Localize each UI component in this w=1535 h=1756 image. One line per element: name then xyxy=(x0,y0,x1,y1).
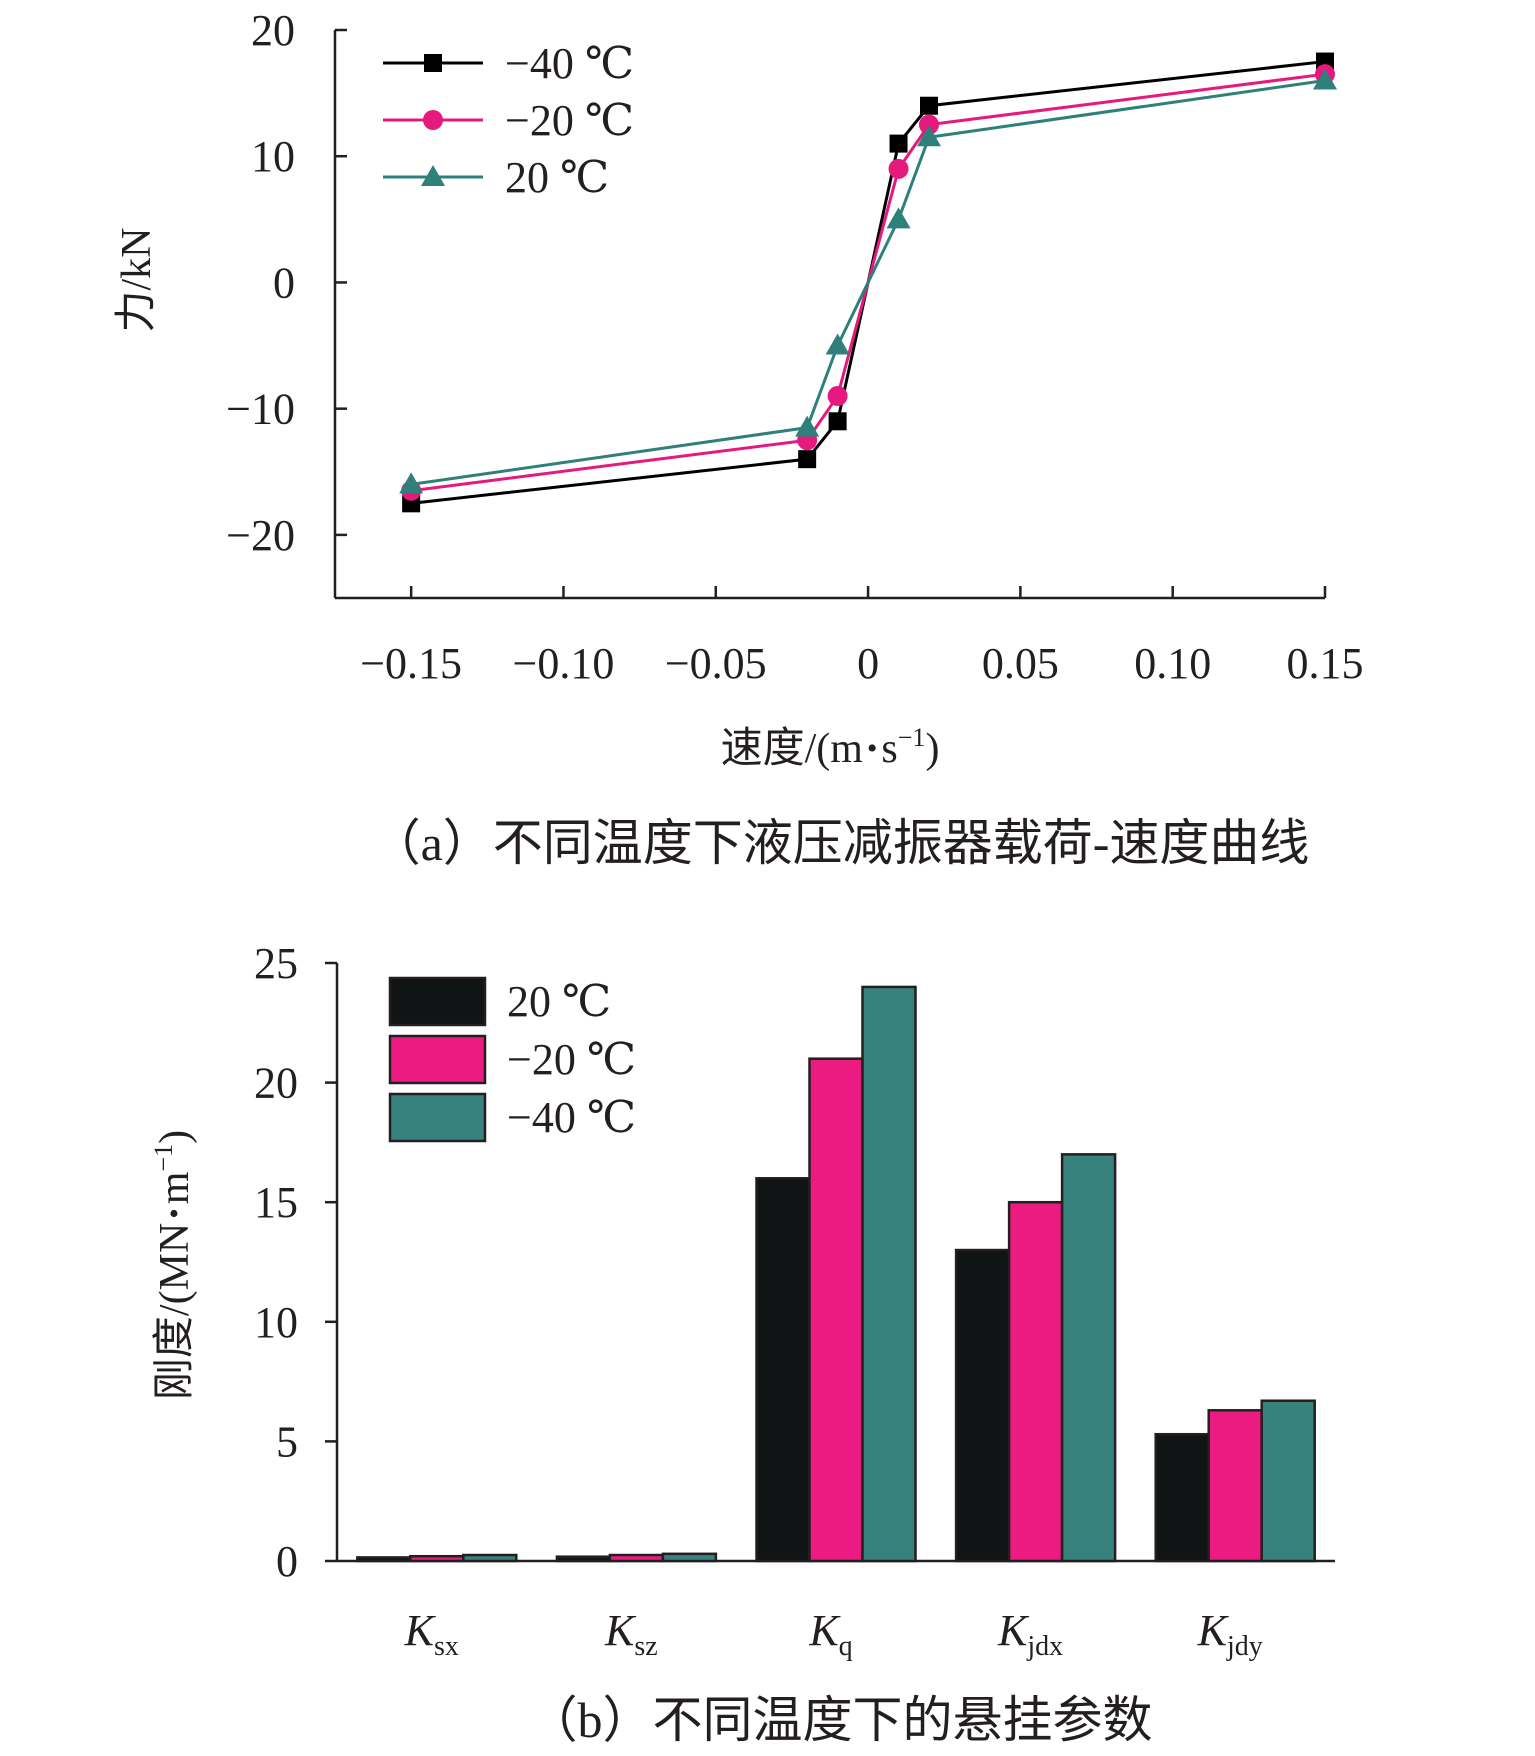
line-chart-series xyxy=(399,52,1337,513)
bar xyxy=(1154,1432,1210,1563)
data-point xyxy=(825,333,850,355)
y-tick-label: 15 xyxy=(254,1178,298,1227)
x-tick-label: Kjdy xyxy=(1197,1606,1263,1662)
data-point xyxy=(919,114,939,135)
y-axis-label-main: 刚度/(MN xyxy=(152,1223,198,1400)
bar xyxy=(1060,1153,1117,1563)
y-tick-label: 10 xyxy=(251,132,295,181)
data-point xyxy=(827,386,848,407)
bar xyxy=(661,1552,718,1563)
bar-chart-x-ticks: Ksx Ksz Kq Kjdx Kjdy xyxy=(404,1606,1263,1662)
x-tick-label: 0.15 xyxy=(1287,639,1364,688)
legend-label: −20 ℃ xyxy=(505,96,634,145)
legend-label: −40 ℃ xyxy=(505,39,634,88)
bar xyxy=(954,1248,1011,1563)
bar xyxy=(1260,1399,1316,1563)
x-tick-label: Kq xyxy=(808,1606,852,1662)
x-tick-label: −0.10 xyxy=(513,639,615,688)
x-axis-label-main: 速度/(m xyxy=(721,726,864,772)
data-point xyxy=(399,472,424,494)
line-chart-axes xyxy=(333,30,1325,600)
legend-swatch xyxy=(388,976,487,1027)
y-axis-label-dot: • xyxy=(158,1208,191,1219)
y-tick-label: 0 xyxy=(276,1537,298,1586)
y-tick-label: 5 xyxy=(276,1417,298,1466)
data-point xyxy=(828,412,847,431)
legend-label: 20 ℃ xyxy=(505,153,609,202)
bar xyxy=(462,1553,518,1563)
x-axis-label-s: s xyxy=(881,726,897,772)
bar xyxy=(861,985,917,1563)
bar xyxy=(1207,1409,1263,1563)
x-tick-label: −0.15 xyxy=(360,639,462,688)
x-tick-label: Ksz xyxy=(604,1606,658,1662)
y-tick-label: 25 xyxy=(254,939,298,988)
legend-marker xyxy=(423,110,443,130)
y-tick-label: 0 xyxy=(273,258,295,307)
y-tick-label: 10 xyxy=(254,1298,298,1347)
bar xyxy=(409,1554,465,1563)
legend-label: −20 ℃ xyxy=(507,1035,636,1084)
x-tick-label: 0 xyxy=(857,639,879,688)
x-tick-label: Kjdx xyxy=(997,1606,1063,1662)
bar xyxy=(808,1057,864,1563)
bar-chart-y-axis-label: 刚度/(MN • m−1) xyxy=(149,1130,198,1400)
bar xyxy=(1007,1200,1064,1563)
bar-chart-bars xyxy=(356,985,1316,1563)
legend-swatch xyxy=(388,1092,487,1143)
series-line xyxy=(410,79,1326,486)
data-point xyxy=(917,125,941,147)
line-chart-x-axis-label: 速度/(m •s−1) xyxy=(721,723,940,772)
data-point xyxy=(888,158,909,179)
line-chart-y-ticks: −20 −10 0 10 20 xyxy=(226,6,347,560)
bar xyxy=(555,1555,612,1563)
x-axis-label-sup: −1 xyxy=(898,723,926,752)
legend-marker xyxy=(421,165,445,186)
bar xyxy=(608,1553,665,1563)
y-axis-label-close: ) xyxy=(152,1130,198,1144)
line-chart-y-axis-label: 力/kN xyxy=(114,227,160,332)
data-point xyxy=(886,207,911,229)
x-tick-label: 0.10 xyxy=(1134,639,1211,688)
bar-chart-caption: （b）不同温度下的悬挂参数 xyxy=(528,1692,1153,1748)
bar-chart-y-ticks: 0 5 10 15 20 25 xyxy=(254,939,337,1586)
data-point xyxy=(889,134,908,153)
x-tick-label: 0.05 xyxy=(982,639,1059,688)
line-chart-x-ticks: −0.15 −0.10 −0.05 0 0.05 0.10 0.15 xyxy=(360,586,1364,688)
bar xyxy=(356,1556,412,1563)
data-point xyxy=(798,450,817,469)
y-tick-label: −10 xyxy=(226,385,295,434)
y-tick-label: −20 xyxy=(226,511,295,560)
x-axis-label-close: ) xyxy=(925,726,939,772)
y-axis-label-m: m xyxy=(152,1171,198,1204)
data-point xyxy=(1313,68,1337,90)
x-axis-label-dot: • xyxy=(867,732,878,765)
y-tick-label: 20 xyxy=(251,6,295,55)
bar xyxy=(755,1177,811,1563)
legend-swatch xyxy=(388,1034,487,1085)
y-tick-label: 20 xyxy=(254,1059,298,1108)
line-chart: −20 −10 0 10 20 −0.15 −0.10 −0.05 0 0.05 0.10 0.15… xyxy=(114,6,1364,871)
legend-marker xyxy=(424,54,442,72)
legend-label: −40 ℃ xyxy=(507,1093,636,1142)
x-tick-label: −0.05 xyxy=(665,639,767,688)
data-point xyxy=(795,415,820,437)
x-tick-label: Ksx xyxy=(404,1606,459,1662)
line-chart-legend: −40 ℃ −20 ℃ 20 ℃ xyxy=(383,39,634,202)
bar-chart: 0 5 10 15 20 25 Ksx Ksz Kq Kjdx Kjdy 20 ℃ −20 ℃ −40… xyxy=(149,939,1335,1748)
y-axis-label-sup: −1 xyxy=(149,1144,178,1172)
data-point xyxy=(920,96,938,115)
line-chart-caption: （a）不同温度下液压减振器载荷-速度曲线 xyxy=(371,815,1310,871)
bar-chart-legend: 20 ℃ −20 ℃ −40 ℃ xyxy=(388,976,636,1143)
legend-label: 20 ℃ xyxy=(507,977,611,1026)
